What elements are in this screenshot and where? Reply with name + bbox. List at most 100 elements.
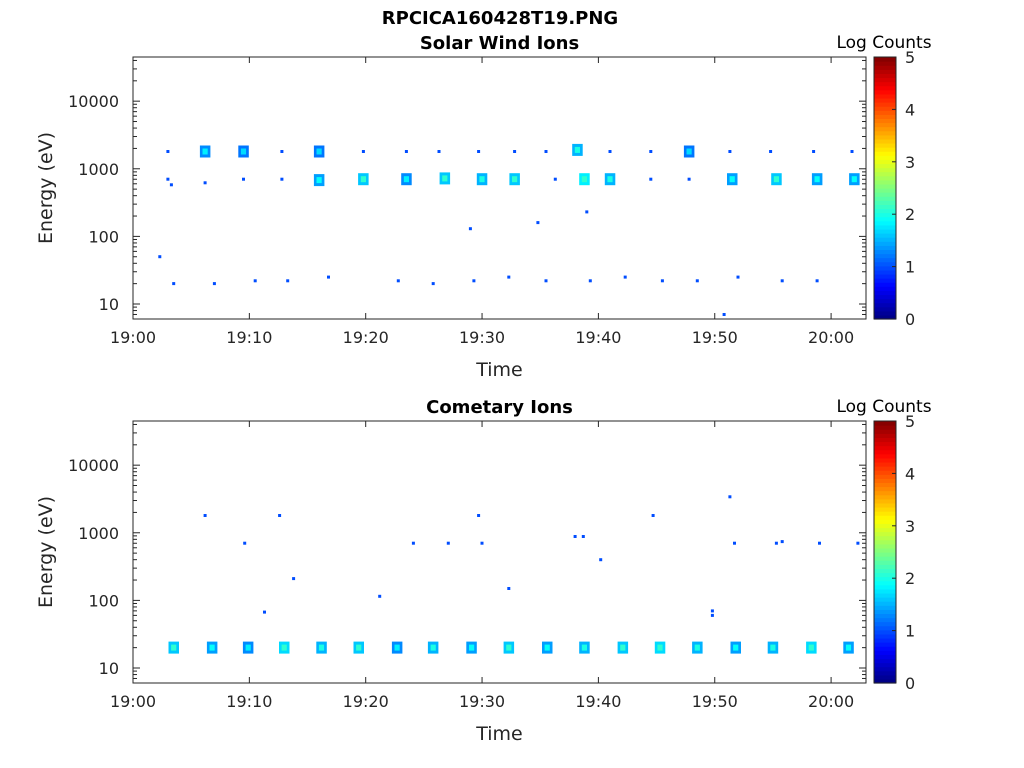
data-pixel xyxy=(203,181,207,185)
colorbar-segment xyxy=(874,224,896,230)
colorbar-segment xyxy=(874,278,896,283)
data-pixel xyxy=(468,227,472,231)
colorbar-segment xyxy=(874,519,896,524)
plot-area xyxy=(132,420,867,684)
colorbar-segment xyxy=(874,77,896,83)
data-pixel xyxy=(472,279,476,283)
data-pixel xyxy=(172,282,176,286)
data-pixel xyxy=(166,177,170,181)
data-pixel-core xyxy=(316,177,322,184)
data-pixel xyxy=(280,150,284,153)
data-pixel-core xyxy=(694,644,700,651)
data-pixel xyxy=(507,275,511,279)
data-pixel-core xyxy=(240,148,247,155)
data-pixel-core xyxy=(512,176,518,183)
data-pixel xyxy=(286,279,290,283)
colorbar-segment xyxy=(874,629,896,635)
data-pixel-core xyxy=(171,644,177,651)
colorbar-segment xyxy=(874,183,896,189)
data-pixel xyxy=(573,535,577,538)
data-pixel xyxy=(280,177,284,181)
colorbar-segment xyxy=(874,89,896,95)
colorbar-segment xyxy=(874,175,896,181)
y-tick-label: 10000 xyxy=(68,456,119,475)
colorbar-segment xyxy=(874,662,896,668)
data-pixel xyxy=(361,150,365,153)
data-pixel xyxy=(243,541,247,545)
x-axis-label: Time xyxy=(475,359,523,381)
colorbar-segment xyxy=(874,564,896,569)
colorbar-segment xyxy=(874,179,896,185)
data-pixel xyxy=(812,150,816,153)
colorbar-segment xyxy=(874,126,896,132)
colorbar-segment xyxy=(874,572,896,578)
colorbar-tick-label: 4 xyxy=(905,100,915,119)
colorbar-segment xyxy=(874,298,896,304)
data-pixel xyxy=(581,535,585,538)
y-tick-label: 10000 xyxy=(68,92,119,111)
colorbar-segment xyxy=(874,241,896,246)
colorbar-segment xyxy=(874,114,896,119)
colorbar-segment xyxy=(874,57,896,62)
colorbar-segment xyxy=(874,523,896,529)
data-pixel xyxy=(437,150,441,153)
colorbar-tick-label: 1 xyxy=(905,258,915,277)
y-tick-label: 1000 xyxy=(78,524,119,543)
colorbar-segment xyxy=(874,138,896,144)
colorbar-segment xyxy=(874,580,896,586)
colorbar-segment xyxy=(874,163,896,169)
colorbar-segment xyxy=(874,429,896,434)
data-pixel xyxy=(728,495,732,499)
colorbar-segment xyxy=(874,511,896,516)
colorbar-segment xyxy=(874,93,896,99)
colorbar-segment xyxy=(874,670,896,676)
data-pixel xyxy=(780,279,784,283)
colorbar-segment xyxy=(874,102,896,107)
data-pixel xyxy=(733,541,736,545)
x-tick-label: 19:10 xyxy=(226,328,272,347)
colorbar-segment xyxy=(874,290,896,296)
colorbar-segment xyxy=(874,306,896,312)
data-pixel-core xyxy=(209,644,215,651)
colorbar-segment xyxy=(874,646,896,651)
colorbar-segment xyxy=(874,556,896,561)
colorbar-label: Log Counts xyxy=(836,33,931,53)
data-pixel-core xyxy=(281,644,287,651)
x-tick-label: 19:10 xyxy=(226,692,272,711)
colorbar-segment xyxy=(874,642,896,647)
colorbar-segment xyxy=(874,502,896,508)
data-pixel xyxy=(710,609,714,613)
data-pixel xyxy=(513,150,517,153)
x-tick-label: 19:20 xyxy=(343,328,389,347)
x-tick-label: 19:20 xyxy=(343,692,389,711)
data-pixel-core xyxy=(442,175,448,182)
colorbar-segment xyxy=(874,208,896,214)
data-pixel-core xyxy=(845,644,852,651)
y-tick-label: 1000 xyxy=(78,160,119,179)
data-pixel-core xyxy=(544,644,550,651)
colorbar-segment xyxy=(874,449,896,455)
data-pixel xyxy=(431,282,435,286)
colorbar-segment xyxy=(874,188,896,193)
data-pixel xyxy=(660,279,664,283)
x-tick-label: 19:40 xyxy=(575,328,621,347)
data-pixel xyxy=(623,275,627,279)
data-pixel-core xyxy=(607,176,613,183)
x-tick-label: 19:40 xyxy=(575,692,621,711)
y-tick-label: 10 xyxy=(99,295,119,314)
data-pixel xyxy=(292,577,296,581)
data-pixel xyxy=(774,541,778,545)
colorbar-tick-label: 3 xyxy=(905,153,915,172)
colorbar-segment xyxy=(874,142,896,148)
colorbar-segment xyxy=(874,425,896,430)
data-pixel xyxy=(480,541,484,545)
solar-wind-panel: Solar Wind Ions 19:00 19:10 19:20 19:30 19:40… xyxy=(35,33,932,381)
colorbar-segment xyxy=(874,216,896,222)
colorbar-segment xyxy=(874,490,896,496)
colorbar-segment xyxy=(874,494,896,500)
colorbar-segment xyxy=(874,196,896,201)
colorbar-segment xyxy=(874,159,896,165)
colorbar-segment xyxy=(874,147,896,152)
data-pixel-core xyxy=(620,644,626,651)
colorbar-segment xyxy=(874,588,896,594)
